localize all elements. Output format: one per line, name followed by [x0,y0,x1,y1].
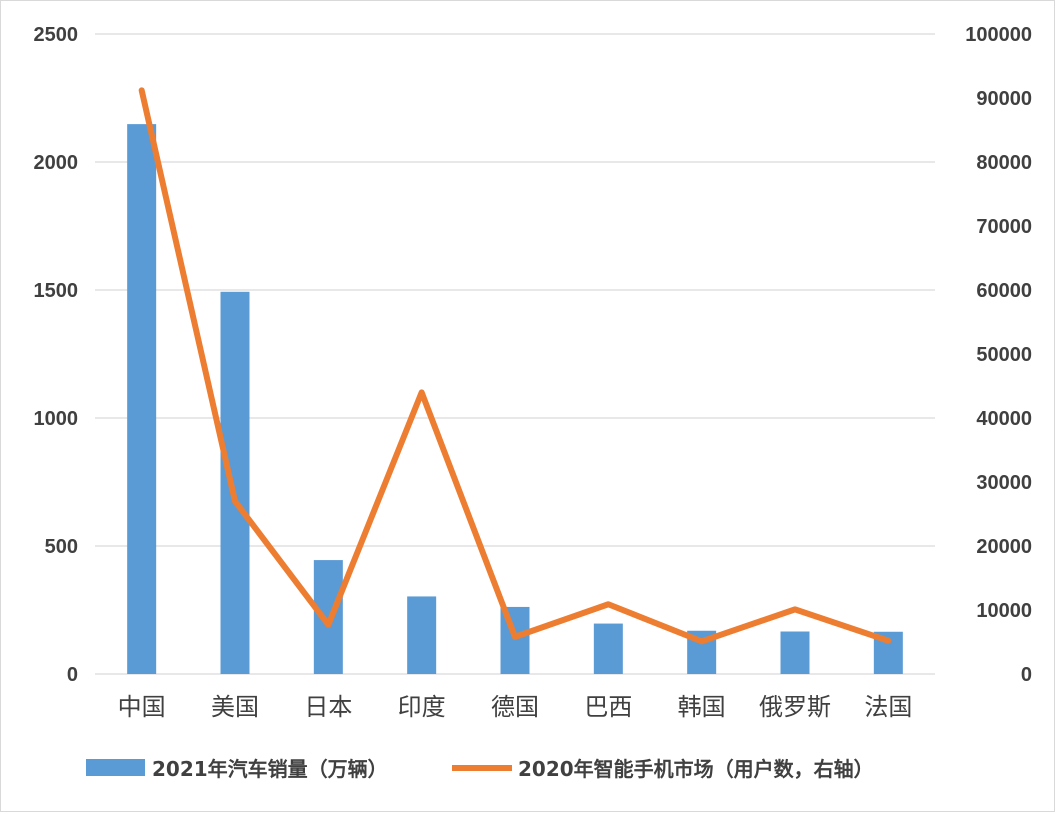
right-tick-label: 50000 [976,344,1032,366]
left-tick-label: 0 [67,664,78,686]
legend-line-label: 2020年智能手机市场（用户数，右轴） [518,757,874,781]
left-tick-label: 2000 [34,152,79,174]
left-tick-label: 500 [45,536,78,558]
left-tick-label: 1000 [34,408,79,430]
right-tick-label: 60000 [976,280,1032,302]
left-tick-label: 2500 [34,24,79,46]
right-tick-label: 90000 [976,88,1032,110]
bar [407,596,437,674]
right-tick-label: 20000 [976,536,1032,558]
right-axis-ticks: 0 10000 20000 30000 40000 50000 60000 70000 8000… [965,24,1032,686]
legend: 2021年汽车销量（万辆） 2020年智能手机市场（用户数，右轴） [86,757,874,781]
category-label: 韩国 [678,693,726,721]
right-tick-label: 10000 [976,600,1032,622]
category-label: 德国 [491,693,539,721]
category-label: 法国 [864,693,912,721]
series-line [138,87,892,645]
right-tick-label: 0 [1021,664,1032,686]
right-tick-label: 100000 [965,24,1032,46]
bar [127,124,157,674]
category-label: 日本 [304,693,352,721]
right-tick-label: 30000 [976,472,1032,494]
bar-series [127,124,903,674]
legend-bar-label: 2021年汽车销量（万辆） [152,757,388,781]
bar [593,623,623,674]
right-tick-label: 70000 [976,216,1032,238]
legend-bar-swatch [86,759,145,776]
line-series [138,87,892,645]
category-label: 巴西 [584,693,632,721]
category-label: 美国 [211,693,259,721]
right-tick-label: 80000 [976,152,1032,174]
category-labels: 中国 美国 日本 印度 德国 巴西 韩国 俄罗斯 法国 [118,693,913,721]
bar [220,291,250,674]
right-tick-label: 40000 [976,408,1032,430]
category-label: 印度 [398,693,446,721]
left-tick-label: 1500 [34,280,79,302]
bar [780,631,810,674]
category-label: 中国 [118,693,166,721]
left-axis-ticks: 0 500 1000 1500 2000 2500 [34,24,79,686]
category-label: 俄罗斯 [759,693,831,721]
